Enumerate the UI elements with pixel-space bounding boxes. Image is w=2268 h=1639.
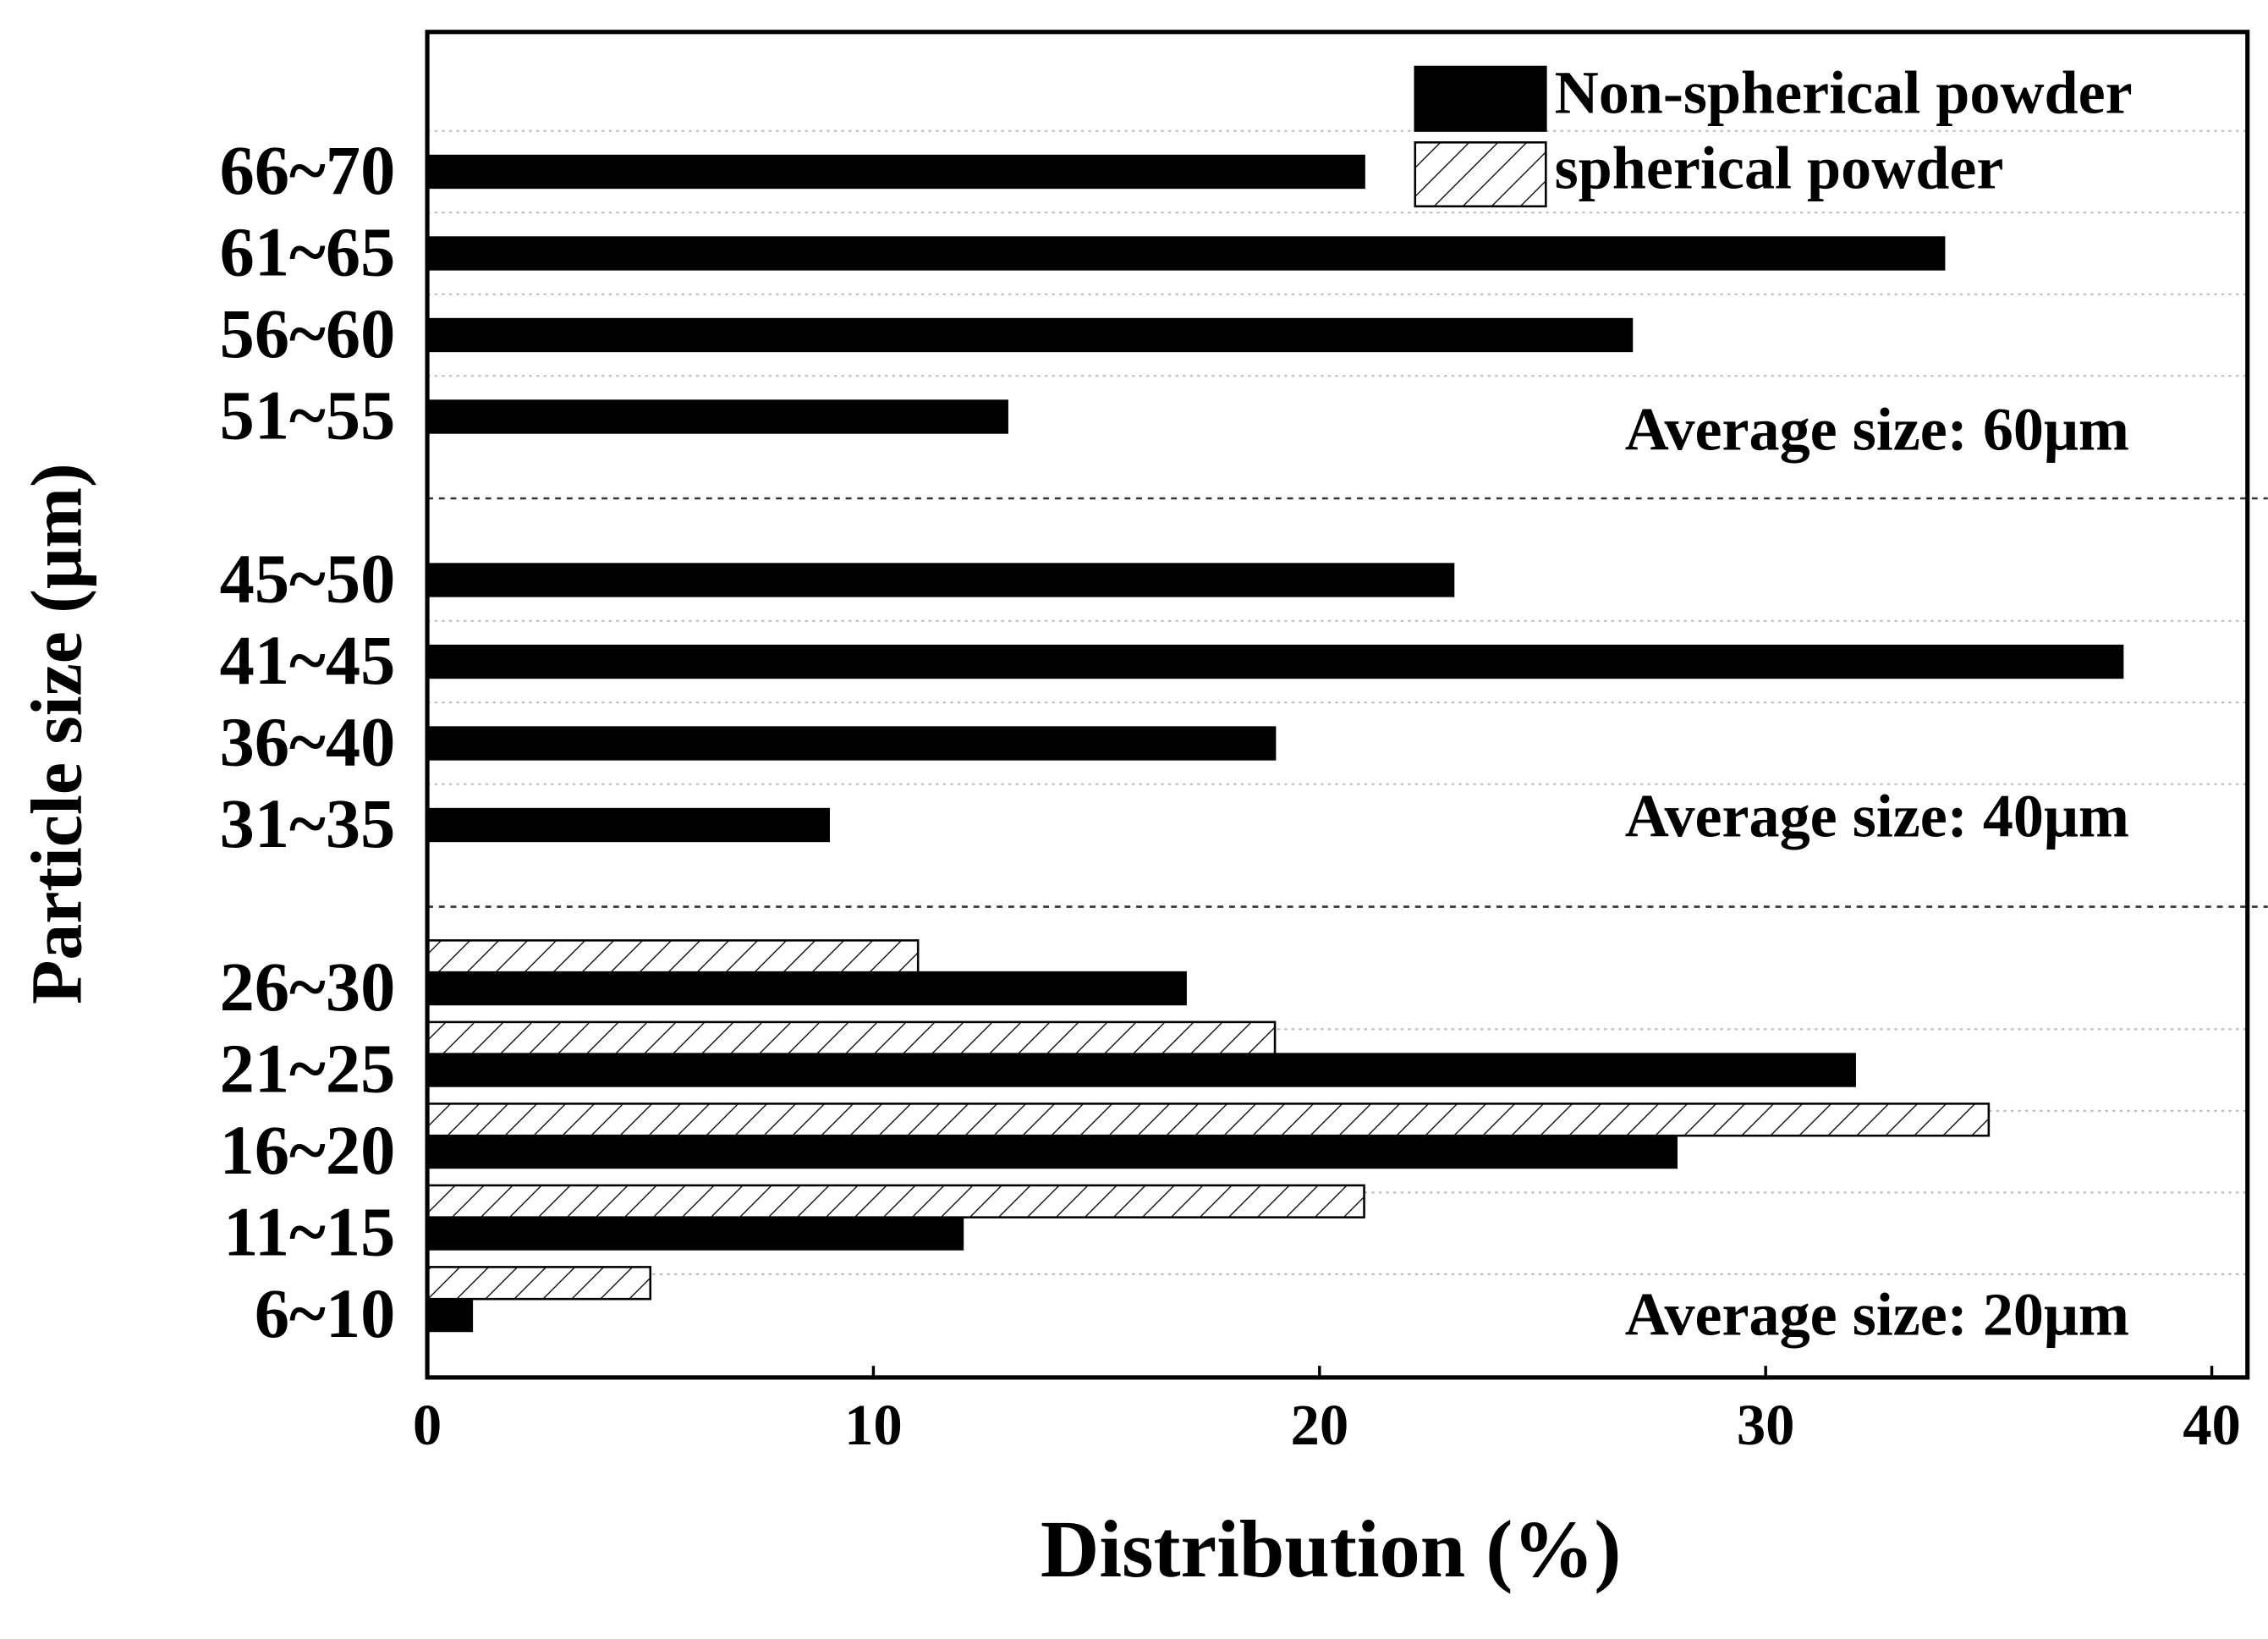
bar (426, 939, 920, 974)
bar (426, 644, 2124, 679)
x-tick-label: 20 (1290, 1393, 1348, 1457)
plot-frame (425, 30, 2250, 1380)
legend-swatch (1414, 65, 1547, 132)
bar (426, 1266, 652, 1301)
y-tick-label: 61~65 (220, 213, 396, 290)
y-tick-label: 26~30 (220, 949, 396, 1026)
x-axis-label: Distribution (%) (1041, 1504, 1621, 1594)
x-tick-label: 30 (1737, 1393, 1795, 1457)
bar (426, 563, 1455, 597)
bar (426, 1020, 1277, 1055)
y-tick-label: 41~45 (220, 622, 396, 699)
bar (426, 317, 1634, 353)
bar (426, 236, 1946, 271)
x-tick-label: 40 (2183, 1393, 2241, 1457)
annotation: Average size: 40μm (1625, 782, 2129, 850)
annotation: Average size: 60μm (1625, 396, 2129, 464)
annotation: Average size: 20μm (1625, 1280, 2129, 1348)
bar (426, 154, 1365, 190)
x-tick-label: 0 (413, 1393, 442, 1457)
y-tick-label: 36~40 (220, 703, 396, 780)
y-axis-label: Particle size (μm) (15, 463, 96, 1004)
bar (426, 971, 1187, 1006)
bar (426, 399, 1008, 434)
y-tick-label: 16~20 (220, 1112, 396, 1189)
bar (426, 807, 830, 843)
legend-label: spherical powder (1555, 135, 2004, 202)
y-tick-label: 6~10 (255, 1275, 395, 1352)
bar (426, 1216, 964, 1251)
bar (426, 726, 1277, 761)
bar (426, 1184, 1365, 1218)
bar (426, 1053, 1856, 1087)
y-tick-label: 51~55 (220, 377, 396, 454)
y-tick-label: 31~35 (220, 785, 396, 862)
bar (426, 1297, 474, 1333)
bar (426, 1134, 1678, 1169)
y-tick-label: 21~25 (220, 1030, 396, 1107)
bar (426, 1103, 1991, 1137)
legend-label: Non-spherical powder (1555, 58, 2133, 126)
y-tick-label: 45~50 (220, 540, 396, 617)
legend-swatch (1414, 140, 1547, 208)
y-tick-label: 11~15 (223, 1193, 395, 1270)
bars (426, 154, 2124, 1333)
y-tick-label: 56~60 (220, 295, 396, 372)
x-tick-label: 10 (844, 1393, 903, 1457)
y-tick-label: 66~70 (220, 132, 396, 209)
